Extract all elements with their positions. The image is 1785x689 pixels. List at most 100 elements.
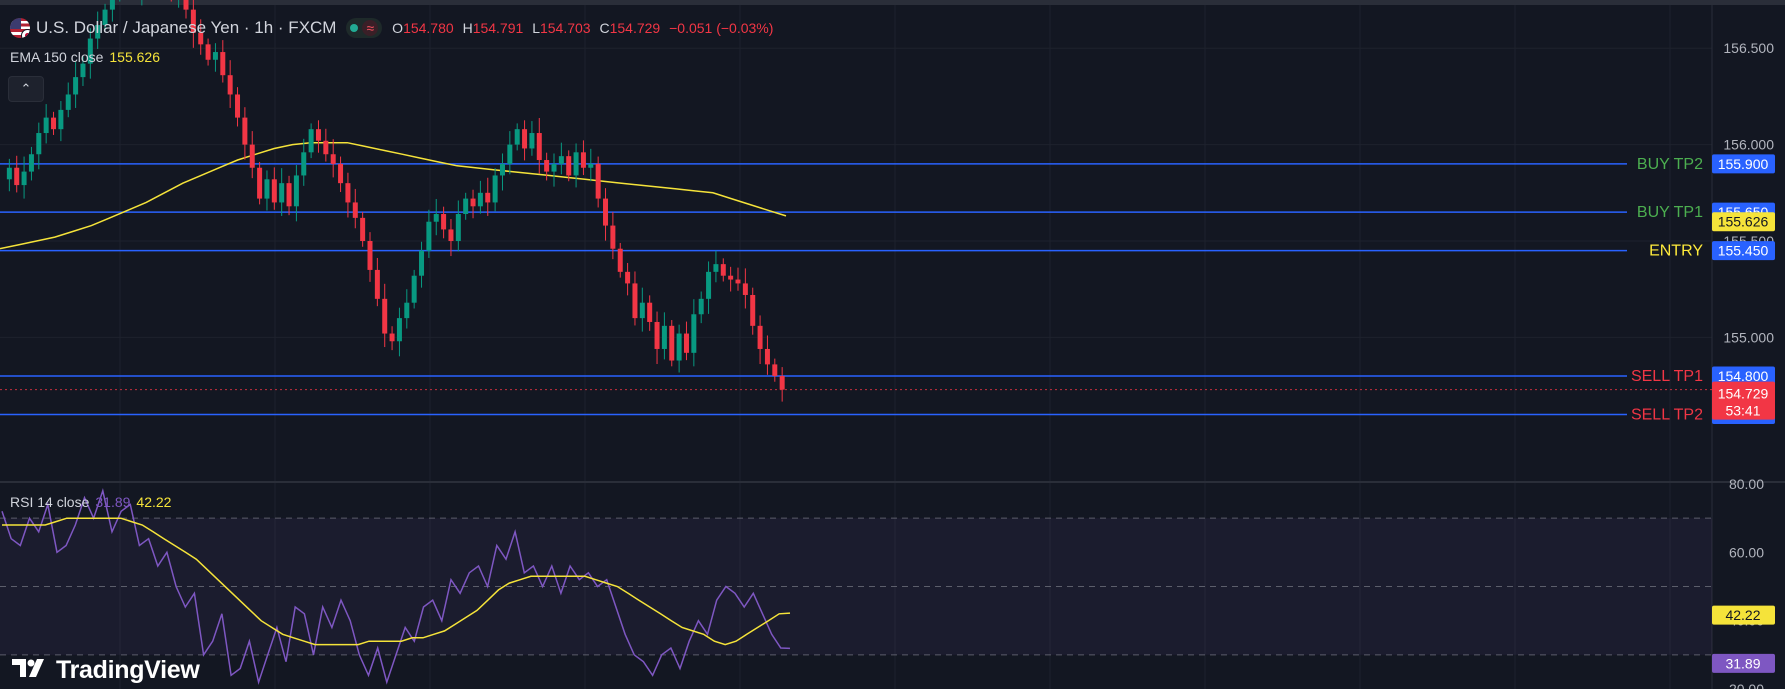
candle-body-2 xyxy=(14,167,20,186)
ema-label: EMA 150 close xyxy=(10,49,104,65)
level-label-entry: ENTRY xyxy=(1649,243,1703,260)
level-tag-sell-tp1-bg xyxy=(1712,366,1775,386)
ema-line xyxy=(0,141,787,250)
candle-body-5 xyxy=(36,133,42,155)
candle-body-57 xyxy=(419,250,425,276)
ema-tag: 155.626 xyxy=(1718,214,1769,230)
candle-body-9 xyxy=(65,94,71,110)
tradingview-logo[interactable]: TradingView xyxy=(12,656,200,685)
level-tag-entry: 155.450 xyxy=(1718,243,1769,259)
candle-body-64 xyxy=(470,198,476,207)
candle-body-40 xyxy=(293,175,299,207)
candle-body-1 xyxy=(6,167,12,180)
candle-body-79 xyxy=(580,152,586,168)
candle-body-28 xyxy=(205,44,211,60)
candle-body-58 xyxy=(426,221,432,251)
price-tags: 155.900155.650155.450154.800154.600155.6… xyxy=(1712,154,1775,673)
price-tick-3: 155.000 xyxy=(1723,329,1774,345)
candle-body-70 xyxy=(514,129,520,145)
market-status[interactable]: ≈ xyxy=(346,18,383,38)
candle-body-54 xyxy=(396,318,402,342)
rsi-background xyxy=(0,517,1712,656)
rsi-tick-3: 20.00 xyxy=(1729,681,1764,689)
ema-legend[interactable]: EMA 150 close 155.626 xyxy=(10,49,160,65)
ohlc-values: O154.780 H154.791 L154.703 C154.729 −0.0… xyxy=(392,20,774,36)
candle-body-63 xyxy=(463,198,469,215)
candle-body-60 xyxy=(441,214,447,230)
candle-body-25 xyxy=(183,0,189,10)
candle-body-91 xyxy=(669,325,675,361)
candle-body-80 xyxy=(588,163,594,168)
ema-value: 155.626 xyxy=(109,49,160,65)
candle-body-85 xyxy=(625,271,631,284)
candle-body-46 xyxy=(338,163,344,184)
candle-body-49 xyxy=(360,217,366,241)
rsi-legend[interactable]: RSI 14 close 31.89 42.22 xyxy=(10,494,171,510)
candle-body-98 xyxy=(720,264,726,276)
symbol-title[interactable]: U.S. Dollar / Japanese Yen · 1h · FXCM xyxy=(36,18,337,37)
candle-body-52 xyxy=(382,298,388,334)
level-tag-entry-bg xyxy=(1712,241,1775,261)
wave-icon: ≈ xyxy=(362,20,379,36)
price-axis[interactable]: 156.500156.000155.500155.00080.0060.0040… xyxy=(1723,40,1774,689)
candle-body-12 xyxy=(87,38,93,64)
candle-body-73 xyxy=(536,133,542,161)
candle-body-55 xyxy=(404,302,410,319)
candle-body-76 xyxy=(558,156,564,164)
rsi-label: RSI 14 close xyxy=(10,494,90,510)
candle-body-37 xyxy=(271,179,277,203)
candle-body-89 xyxy=(654,321,660,349)
candle-body-44 xyxy=(323,140,329,155)
candle-body-97 xyxy=(713,264,719,272)
candle-body-31 xyxy=(227,75,233,95)
candle-body-71 xyxy=(522,129,528,149)
candle-body-94 xyxy=(691,314,697,353)
candle-body-53 xyxy=(389,333,395,342)
rsi-ma-tag-bg xyxy=(1712,605,1775,625)
rsi-lines xyxy=(1,488,791,686)
rsi-tag: 31.89 xyxy=(1725,655,1760,671)
change-value: −0.051 (−0.03%) xyxy=(669,20,774,36)
candle-body-51 xyxy=(374,269,380,299)
candle-body-65 xyxy=(477,192,483,207)
candle-body-61 xyxy=(448,229,454,241)
rsi-ma-value: 42.22 xyxy=(136,494,172,510)
last-price-tag-countdown: 53:41 xyxy=(1725,403,1760,419)
candle-body-92 xyxy=(676,333,682,361)
candle-body-88 xyxy=(647,302,653,322)
candle-body-100 xyxy=(735,279,741,284)
price-tick-0: 156.500 xyxy=(1723,40,1774,56)
last-price-tag-bg xyxy=(1712,381,1775,420)
candle-body-48 xyxy=(352,202,358,218)
ema-tag-bg xyxy=(1712,212,1775,232)
rsi-ma-tag: 42.22 xyxy=(1725,607,1760,623)
candle-body-101 xyxy=(742,283,748,295)
level-label-buy-tp2: BUY TP2 xyxy=(1637,156,1703,173)
candle-body-106 xyxy=(779,375,785,390)
candle-body-42 xyxy=(308,129,314,153)
candle-body-87 xyxy=(639,302,645,319)
last-price-tag: 154.729 xyxy=(1718,386,1769,402)
candle-body-43 xyxy=(315,129,321,141)
candle-body-47 xyxy=(345,183,351,203)
candle-body-33 xyxy=(242,117,248,145)
candle-body-69 xyxy=(507,144,513,164)
candle-body-83 xyxy=(610,225,616,249)
candle-body-34 xyxy=(249,144,255,168)
candle-body-93 xyxy=(683,333,689,353)
candle-body-66 xyxy=(485,192,491,203)
symbol-header: U.S. Dollar / Japanese Yen · 1h · FXCM ≈… xyxy=(10,17,778,39)
candle-body-103 xyxy=(757,325,763,349)
candle-body-39 xyxy=(286,183,292,207)
candle-body-45 xyxy=(330,154,336,164)
collapse-legend-button[interactable]: ⌃ xyxy=(8,76,44,102)
candle-body-15 xyxy=(109,0,115,10)
candle-body-26 xyxy=(190,9,196,33)
candle-body-30 xyxy=(220,52,226,76)
rsi-value: 31.89 xyxy=(95,494,131,510)
candle-body-50 xyxy=(367,241,373,270)
candle-body-3 xyxy=(21,171,27,186)
candle-body-72 xyxy=(529,133,535,149)
